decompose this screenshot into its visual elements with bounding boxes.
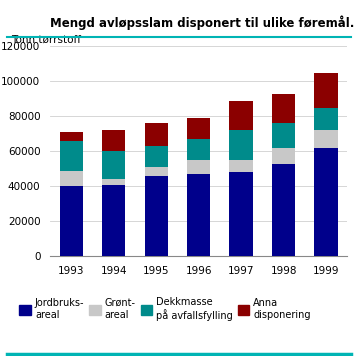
Bar bbox=[145, 176, 168, 256]
Bar bbox=[272, 163, 295, 256]
Bar bbox=[145, 146, 168, 167]
Bar bbox=[229, 100, 253, 130]
Bar bbox=[229, 160, 253, 172]
Bar bbox=[229, 130, 253, 160]
Bar bbox=[102, 179, 125, 184]
Legend: Jordbruks-
areal, Grønt-
areal, Dekkmasse
på avfallsfylling, Anna
disponering: Jordbruks- areal, Grønt- areal, Dekkmass… bbox=[19, 297, 311, 321]
Text: Tonn tørrstoff: Tonn tørrstoff bbox=[11, 34, 82, 44]
Bar bbox=[272, 94, 295, 123]
Bar bbox=[187, 174, 211, 256]
Text: Mengd avløpsslam disponert til ulike føremål. 1993-1999: Mengd avløpsslam disponert til ulike før… bbox=[50, 15, 358, 30]
Bar bbox=[314, 148, 338, 256]
Bar bbox=[60, 171, 83, 186]
Bar bbox=[145, 123, 168, 146]
Bar bbox=[314, 130, 338, 148]
Bar bbox=[60, 132, 83, 141]
Bar bbox=[187, 139, 211, 160]
Bar bbox=[102, 151, 125, 179]
Bar bbox=[187, 160, 211, 174]
Bar bbox=[60, 141, 83, 171]
Bar bbox=[102, 130, 125, 151]
Bar bbox=[60, 186, 83, 256]
Bar bbox=[102, 184, 125, 256]
Bar bbox=[229, 172, 253, 256]
Bar bbox=[272, 148, 295, 163]
Bar bbox=[314, 73, 338, 108]
Bar bbox=[314, 108, 338, 130]
Bar bbox=[272, 123, 295, 148]
Bar bbox=[145, 167, 168, 176]
Bar bbox=[187, 118, 211, 139]
